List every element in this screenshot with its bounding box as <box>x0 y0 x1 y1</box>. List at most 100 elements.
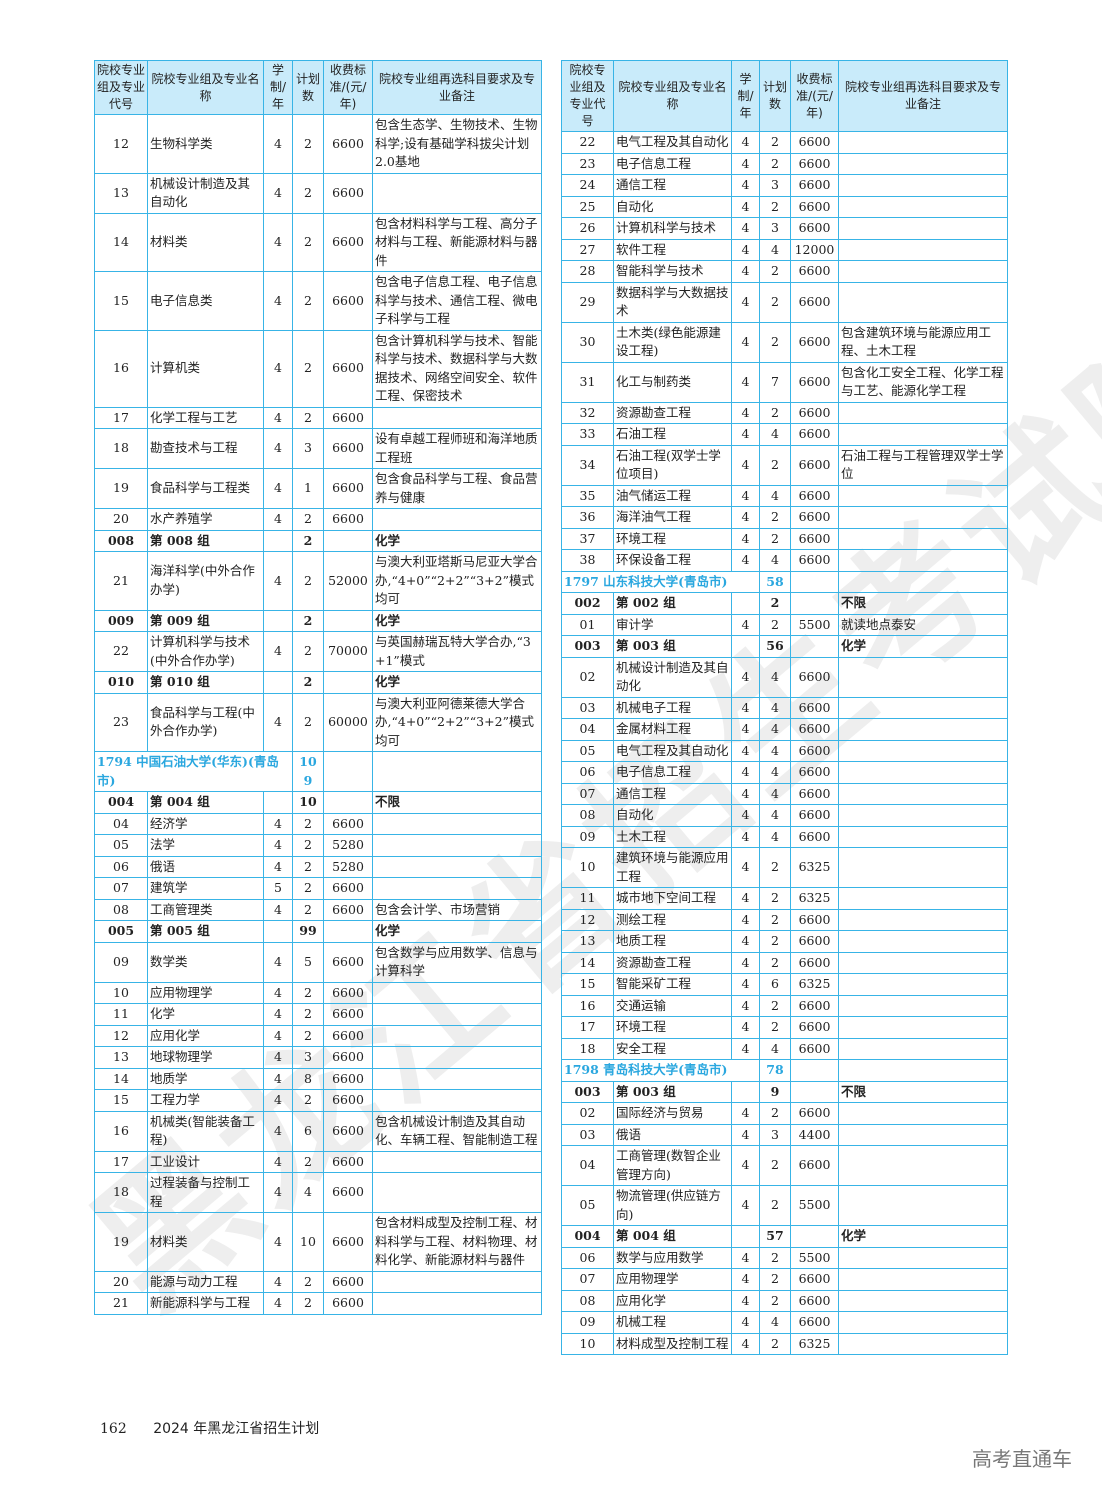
cell-notes: 就读地点泰安 <box>838 613 1008 636</box>
table-row: 04 工商管理(数智企业管理方向) 4 2 6600 <box>561 1145 1008 1186</box>
cell-name: 建筑学 <box>147 877 264 900</box>
cell-plan: 2 <box>759 1185 791 1226</box>
cell-fee: 6600 <box>323 812 373 835</box>
table-row: 26 计算机科学与技术 4 3 6600 <box>561 217 1008 240</box>
page-number: 162 <box>100 1421 127 1437</box>
cell-code: 10 <box>561 847 614 888</box>
cell-name: 材料类 <box>147 1212 264 1272</box>
cell-plan: 2 <box>759 592 791 615</box>
cell-notes <box>838 739 1008 762</box>
header-fee: 收费标准/(元/年) <box>790 60 839 132</box>
cell-plan: 4 <box>759 1037 791 1060</box>
cell-plan: 4 <box>759 484 791 507</box>
cell-fee: 6600 <box>790 930 839 953</box>
cell-notes <box>372 1046 542 1069</box>
group-row: 004 第 004 组 10 不限 <box>94 791 542 814</box>
cell-years: 4 <box>263 855 293 878</box>
cell-code: 28 <box>561 260 614 283</box>
table-row: 07 建筑学 5 2 6600 <box>94 877 542 900</box>
cell-years: 4 <box>731 994 760 1017</box>
cell-fee: 6600 <box>323 468 373 509</box>
cell-fee: 6600 <box>790 152 839 175</box>
cell-name: 资源勘查工程 <box>613 401 732 424</box>
table-row: 23 电子信息工程 4 2 6600 <box>561 152 1008 175</box>
cell-fee: 4400 <box>790 1123 839 1146</box>
cell-code: 07 <box>94 877 148 900</box>
cell-plan: 2 <box>759 1289 791 1312</box>
footer-title: 2024 年黑龙江省招生计划 <box>153 1421 320 1437</box>
cell-notes: 包含化工安全工程、化学工程与工艺、能源化学工程 <box>838 361 1008 403</box>
cell-plan: 2 <box>292 529 324 552</box>
table-row: 05 物流管理(供应链方向) 4 2 5500 <box>561 1185 1008 1226</box>
cell-notes <box>838 1185 1008 1226</box>
cell-plan: 2 <box>292 1150 324 1173</box>
cell-name: 计算机科学与技术 <box>613 217 732 240</box>
cell-fee: 6600 <box>790 994 839 1017</box>
cell-plan: 4 <box>759 761 791 784</box>
cell-notes <box>372 1089 542 1112</box>
cell-notes: 包含建筑环境与能源应用工程、土木工程 <box>838 321 1008 363</box>
cell-name: 测绘工程 <box>613 908 732 931</box>
cell-fee <box>323 671 373 694</box>
cell-plan: 2 <box>759 1246 791 1269</box>
cell-plan: 6 <box>759 973 791 996</box>
school-row: 1794 中国石油大学(华东)(青岛市) 109 <box>94 751 542 792</box>
cell-notes <box>372 172 542 214</box>
cell-fee: 6600 <box>790 195 839 218</box>
cell-years: 4 <box>263 406 293 429</box>
cell-plan: 2 <box>759 613 791 636</box>
cell-years <box>263 609 293 632</box>
cell-code: 17 <box>561 1016 614 1039</box>
cell-fee: 6325 <box>790 887 839 910</box>
cell-years <box>731 635 760 658</box>
cell-fee: 6600 <box>790 321 839 363</box>
cell-plan: 2 <box>759 951 791 974</box>
table-row: 11 化学 4 2 6600 <box>94 1003 542 1026</box>
cell-fee: 5280 <box>323 855 373 878</box>
cell-plan: 4 <box>759 718 791 741</box>
cell-code: 02 <box>561 656 614 698</box>
cell-name: 自动化 <box>613 804 732 827</box>
cell-notes <box>838 238 1008 261</box>
cell-notes: 包含电子信息工程、电子信息科学与技术、通信工程、微电子科学与工程 <box>372 271 542 331</box>
cell-name: 新能源科学与工程 <box>147 1292 264 1315</box>
cell-notes: 与澳大利亚阿德莱德大学合办,“4+0”“2+2”“3+2”模式均可 <box>372 692 542 752</box>
cell-plan: 2 <box>292 212 324 272</box>
cell-fee: 6325 <box>790 973 839 996</box>
cell-name: 海洋科学(中外合作办学) <box>147 551 264 611</box>
cell-years: 4 <box>263 551 293 611</box>
cell-code: 07 <box>561 782 614 805</box>
cell-plan: 5 <box>292 941 324 983</box>
cell-plan: 4 <box>759 825 791 848</box>
cell-fee: 6600 <box>323 508 373 531</box>
cell-plan: 2 <box>759 321 791 363</box>
cell-plan: 57 <box>759 1225 791 1248</box>
cell-name: 生物科学类 <box>147 114 264 174</box>
cell-plan: 3 <box>759 217 791 240</box>
cell-code: 002 <box>561 592 614 615</box>
cell-fee: 6600 <box>790 444 839 486</box>
cell-code: 15 <box>94 1089 148 1112</box>
cell-plan: 2 <box>759 908 791 931</box>
cell-plan: 9 <box>759 1080 791 1103</box>
cell-fee: 5280 <box>323 834 373 857</box>
cell-notes <box>838 973 1008 996</box>
cell-code: 003 <box>561 635 614 658</box>
cell-fee <box>323 751 373 792</box>
cell-years: 4 <box>731 930 760 953</box>
cell-name: 地球物理学 <box>147 1046 264 1069</box>
table-row: 14 材料类 4 2 6600 包含材料科学与工程、高分子材料与工程、新能源材料与器件 <box>94 212 542 272</box>
cell-plan: 2 <box>292 671 324 694</box>
cell-plan: 2 <box>759 1145 791 1186</box>
cell-name: 材料成型及控制工程 <box>613 1332 732 1355</box>
cell-fee <box>790 1059 839 1082</box>
header-notes: 院校专业组再选科目要求及专业备注 <box>372 60 542 115</box>
cell-code: 02 <box>561 1102 614 1125</box>
cell-name: 石油工程(双学士学位项目) <box>613 444 732 486</box>
cell-fee: 6600 <box>790 656 839 698</box>
cell-notes: 不限 <box>838 592 1008 615</box>
cell-years: 4 <box>263 812 293 835</box>
cell-plan: 2 <box>292 898 324 921</box>
cell-notes <box>838 1102 1008 1125</box>
cell-code: 10 <box>561 1332 614 1355</box>
